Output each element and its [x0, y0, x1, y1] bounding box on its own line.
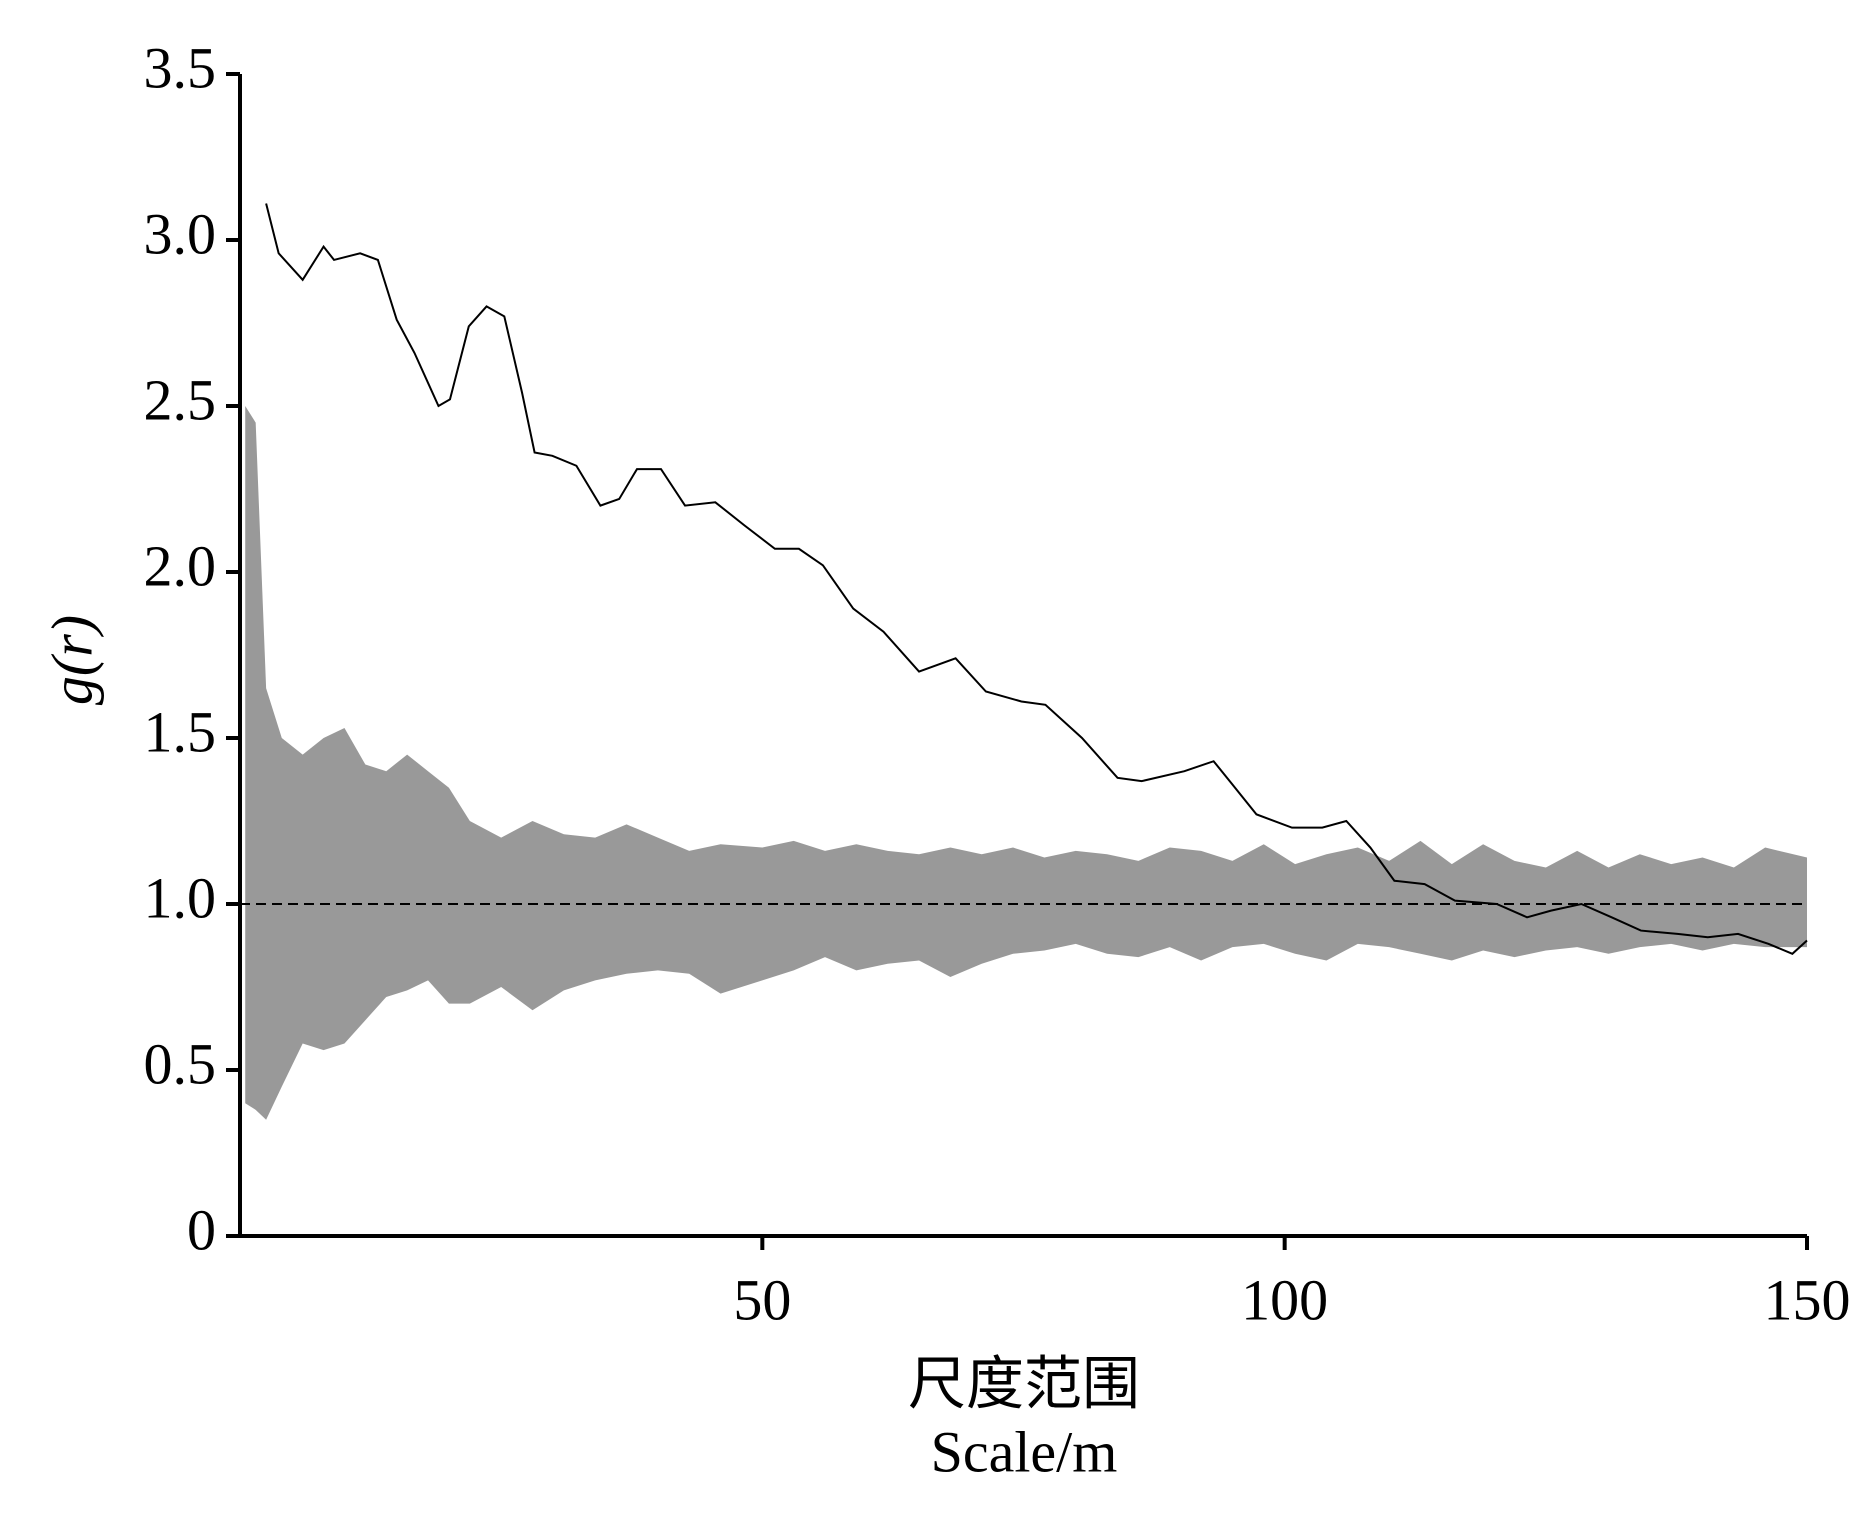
y-tick-label: 2.0 [144, 533, 217, 598]
x-axis-label: Scale/m [931, 1419, 1118, 1484]
x-axis-label: 尺度范围 [908, 1351, 1140, 1416]
y-tick-label: 1.5 [144, 699, 217, 764]
x-tick-label: 150 [1764, 1267, 1851, 1332]
y-tick-label: 3.5 [144, 35, 217, 100]
y-tick-label: 1.0 [144, 865, 217, 930]
y-tick-label: 0 [187, 1197, 216, 1262]
x-tick-label: 100 [1241, 1267, 1328, 1332]
envelope-area [245, 406, 1807, 1120]
y-tick-label: 3.0 [144, 201, 217, 266]
x-tick-label: 50 [733, 1267, 791, 1332]
y-tick-label: 2.5 [144, 367, 217, 432]
y-tick-label: 0.5 [144, 1031, 217, 1096]
y-axis-label: g(r) [39, 615, 104, 705]
data-line [265, 203, 1808, 955]
